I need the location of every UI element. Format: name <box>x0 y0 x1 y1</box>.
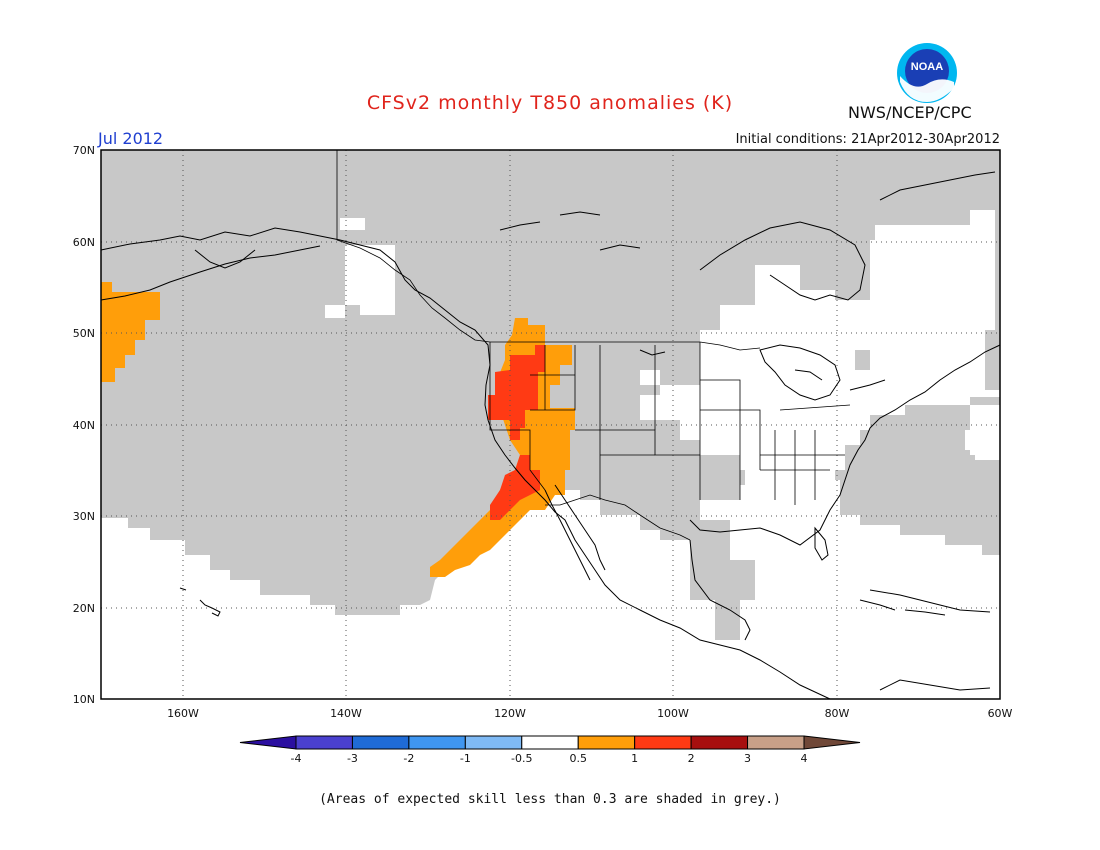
agency-label: NWS/NCEP/CPC <box>848 103 972 122</box>
colorbar-tick-label: 4 <box>801 752 808 765</box>
lon-label: 60W <box>988 707 1013 720</box>
lon-label: 80W <box>825 707 850 720</box>
lat-label: 40N <box>73 419 95 432</box>
colorbar-tick-label: 1 <box>631 752 638 765</box>
map-title: CFSv2 monthly T850 anomalies (K) <box>366 92 734 114</box>
latitude-labels: 70N 60N 50N 40N 30N 20N 10N <box>73 144 95 706</box>
lon-label: 160W <box>167 707 199 720</box>
lat-label: 10N <box>73 693 95 706</box>
colorbar-triangle-low <box>239 735 297 750</box>
political-borders <box>336 150 851 541</box>
colorbar-box <box>351 735 410 750</box>
colorbar-tick-label: -3 <box>347 752 358 765</box>
colorbar-tick-label: -1 <box>460 752 471 765</box>
lat-label: 50N <box>73 327 95 340</box>
colorbar-box <box>408 735 466 750</box>
colorbar-triangle-high <box>803 735 861 750</box>
alaska-white-region <box>345 245 395 315</box>
noaa-logo: NOAA <box>897 43 957 103</box>
eastern-us-white-region <box>640 210 1000 510</box>
skill-note: (Areas of expected skill less than 0.3 a… <box>319 792 781 807</box>
lat-label: 30N <box>73 510 95 523</box>
colorbar-tick-label: 3 <box>744 752 751 765</box>
colorbar-box <box>577 735 636 750</box>
lat-label: 70N <box>73 144 95 157</box>
initial-conditions-label: Initial conditions: 21Apr2012-30Apr2012 <box>735 132 1000 147</box>
lat-label: 20N <box>73 602 95 615</box>
anomaly-red-northwest <box>488 345 545 440</box>
colorbar-box <box>747 735 805 750</box>
anomaly-red-california <box>490 455 540 520</box>
longitude-labels: 160W 140W 120W 100W 80W 60W <box>167 707 1012 720</box>
coastlines <box>100 171 1001 700</box>
lon-label: 120W <box>494 707 526 720</box>
colorbar-box <box>690 735 749 750</box>
lon-label: 140W <box>330 707 362 720</box>
colorbar-tick-label: 2 <box>688 752 695 765</box>
colorbar-box <box>634 735 692 750</box>
colorbar-tick-label: 0.5 <box>569 752 587 765</box>
anomaly-orange-bering <box>101 282 160 382</box>
colorbar-tick-label: -0.5 <box>511 752 532 765</box>
colorbar-labels: -4 -3 -2 -1 -0.5 0.5 1 2 3 4 <box>291 752 808 765</box>
lat-label: 60N <box>73 236 95 249</box>
colorbar-tick-label: -2 <box>403 752 414 765</box>
colorbar-tick-label: -4 <box>291 752 302 765</box>
valid-month-label: Jul 2012 <box>98 129 164 148</box>
noaa-logo-text: NOAA <box>911 61 943 73</box>
colorbar-box <box>521 735 579 750</box>
anomaly-orange-west-coast <box>430 318 575 577</box>
lon-label: 100W <box>657 707 689 720</box>
colorbar-boxes <box>239 735 861 750</box>
map-frame <box>100 149 1001 700</box>
colorbar-box <box>295 735 353 750</box>
colorbar-box <box>464 735 523 750</box>
